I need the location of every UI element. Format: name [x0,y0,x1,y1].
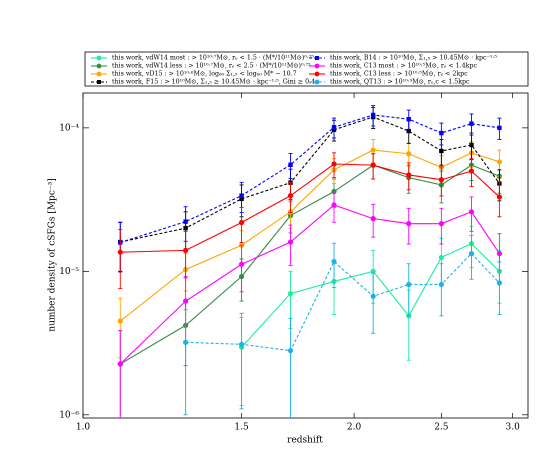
marker [370,112,376,118]
series-line [241,242,500,348]
marker [238,341,245,347]
legend-label: this work, B14 : > 10¹⁰M⊙, Σ₁,₅ > 10.45M… [330,55,497,62]
marker [496,280,503,286]
marker [468,209,475,215]
legend-label: this work, C13 most : > 10¹⁰·⁵M⊙, rₑ < 1… [330,63,478,70]
y-tick-label: 10⁻⁶ [59,410,79,420]
y-tick-label: 10⁻⁴ [59,123,79,133]
legend-label: this work, QT13 : > 10¹⁰·⁹M⊙, rₑ,c < 1.5… [330,79,470,86]
marker [438,177,444,183]
legend-marker [96,55,102,61]
legend-label: this work, C13 less : > 10¹⁰·⁵M⊙, rₑ < 2… [330,71,468,78]
marker [287,239,294,245]
marker [439,130,444,136]
legend-marker [314,71,320,77]
legend-marker [96,71,102,77]
marker [406,221,412,227]
marker [438,254,444,261]
marker [469,121,474,126]
marker [496,250,503,257]
legend-label: this work, vdW14 most : > 10¹⁰·⁷M⊙, rₑ <… [112,55,314,62]
legend-box [84,51,529,87]
marker [497,125,502,131]
marker [370,268,376,274]
marker [496,159,503,165]
marker [117,318,123,324]
marker [468,250,475,257]
x-tick-label: 2.0 [347,423,362,433]
x-axis-label: redshift [287,436,323,446]
marker [370,216,376,222]
x-tick-label: 1.5 [234,423,249,433]
series-line [119,204,500,365]
marker [468,168,475,174]
legend-marker [315,56,319,60]
y-axis-label: number density of cSFGs [Mpc⁻³] [48,178,58,331]
marker [370,293,376,299]
marker [496,194,503,200]
marker [287,348,294,354]
marker [331,258,337,265]
marker [183,339,189,345]
marker [406,172,412,178]
marker [406,116,411,122]
series-line [119,149,500,322]
marker [438,281,444,288]
marker [469,142,474,148]
marker [406,281,412,288]
plot-frame [82,92,529,419]
legend-marker [96,63,102,69]
marker [288,162,293,167]
marker [287,193,294,199]
legend-marker [314,63,320,69]
marker [117,249,123,255]
marker [183,219,188,224]
marker [183,298,189,304]
marker [239,193,244,198]
legend-label: this work, vD15 : > 10¹⁰·⁶M⊙, log₆₀ Σ₁,₅… [112,71,297,78]
marker [439,148,444,154]
marker [331,202,337,208]
marker [238,219,245,226]
series-line [120,116,500,243]
marker [406,151,412,157]
marker [370,162,376,168]
marker [438,221,444,227]
x-tick-label: 3.0 [505,423,520,433]
legend-marker [97,80,101,84]
legend-marker [314,79,320,85]
series-line [120,114,500,243]
marker [331,125,337,130]
legend-label: this work, vdW14 less : > 10¹⁰·⁷M⊙, rₑ <… [112,63,311,70]
series-line [185,252,500,352]
marker [287,290,294,297]
series-line [120,163,500,253]
marker [331,161,337,167]
y-tick-label: 10⁻⁵ [59,267,79,277]
marker [183,247,189,253]
marker [238,261,245,267]
marker [117,361,123,367]
x-tick-label: 1.0 [76,423,91,433]
x-tick-label: 2.5 [434,423,449,433]
legend-label: this work, F15 : > 10¹⁰M⊙, Σ₁,₅ ≥ 10.45M… [112,79,315,86]
series-line [120,164,500,365]
marker [406,128,411,134]
marker [370,147,376,153]
